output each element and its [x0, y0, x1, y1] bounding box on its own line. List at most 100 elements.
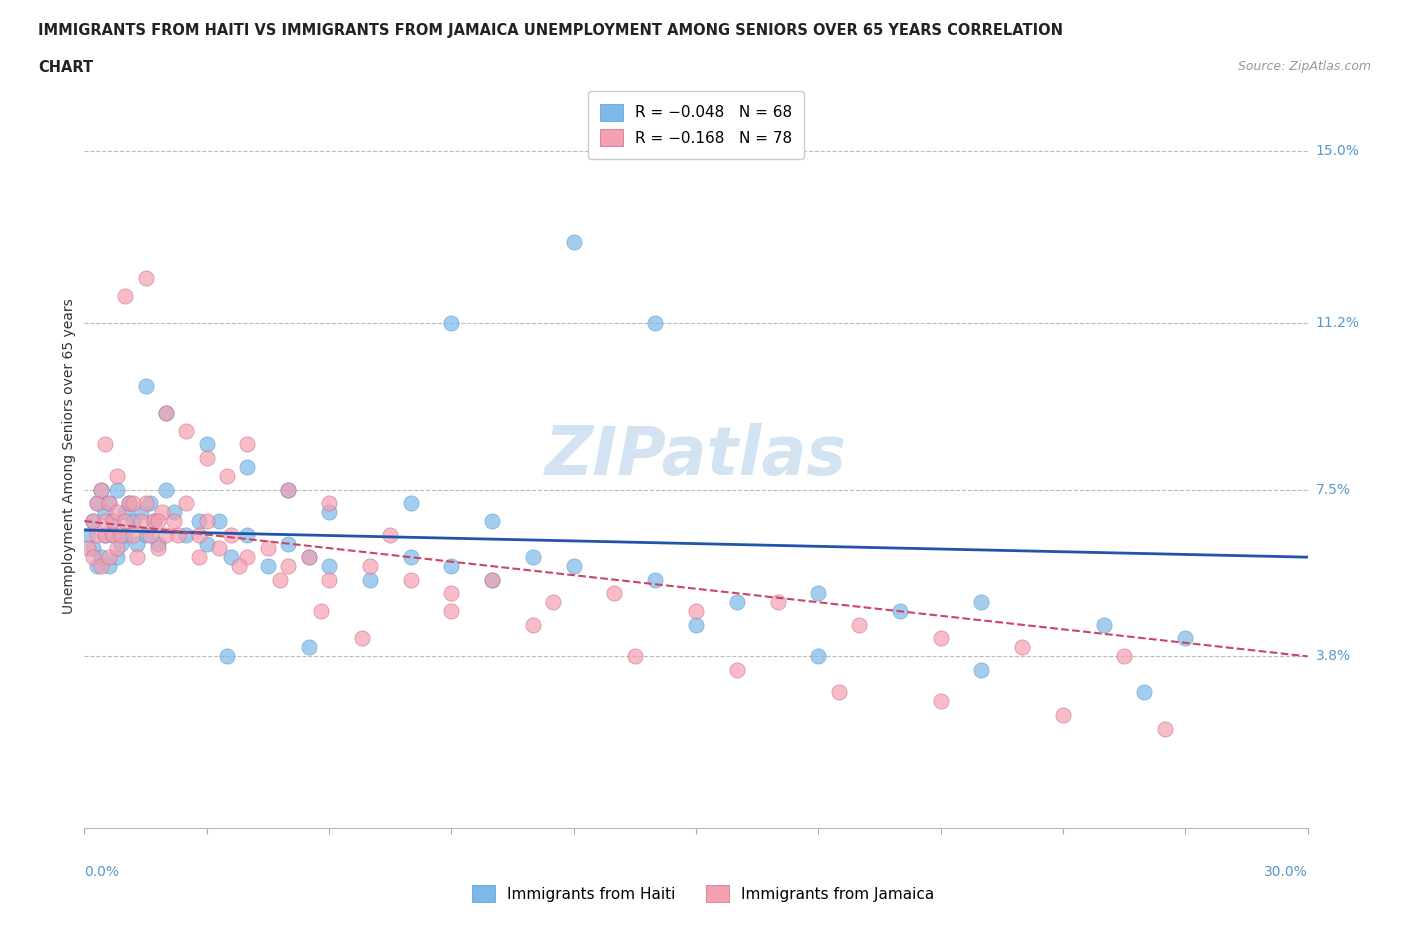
Point	[122, 513, 145, 528]
Point	[562, 234, 585, 249]
Point	[110, 527, 132, 542]
Text: 11.2%: 11.2%	[1316, 315, 1360, 329]
Point	[82, 513, 104, 528]
Point	[236, 437, 259, 452]
Point	[644, 315, 666, 330]
Point	[101, 527, 124, 542]
Point	[440, 315, 463, 330]
Point	[86, 527, 108, 542]
Point	[101, 513, 124, 528]
Point	[195, 537, 218, 551]
Point	[481, 572, 503, 587]
Point	[163, 513, 186, 528]
Point	[195, 513, 218, 528]
Point	[82, 550, 104, 565]
Point	[350, 631, 373, 645]
Point	[298, 550, 321, 565]
Point	[105, 550, 128, 565]
Point	[543, 595, 565, 610]
Point	[114, 505, 136, 520]
Point	[807, 586, 830, 601]
Point	[90, 482, 112, 497]
Point	[318, 496, 340, 511]
Point	[150, 505, 173, 520]
Point	[685, 618, 707, 632]
Y-axis label: Unemployment Among Seniors over 65 years: Unemployment Among Seniors over 65 years	[62, 298, 76, 614]
Point	[174, 423, 197, 438]
Point	[929, 631, 952, 645]
Point	[766, 595, 789, 610]
Point	[277, 559, 299, 574]
Point	[155, 527, 177, 542]
Point	[118, 496, 141, 511]
Text: ZIPatlas: ZIPatlas	[546, 423, 846, 488]
Point	[86, 496, 108, 511]
Point	[187, 527, 209, 542]
Point	[167, 527, 190, 542]
Point	[97, 559, 120, 574]
Point	[1114, 649, 1136, 664]
Point	[77, 540, 100, 555]
Point	[725, 662, 748, 677]
Point	[122, 496, 145, 511]
Point	[236, 459, 259, 474]
Point	[298, 550, 321, 565]
Point	[440, 559, 463, 574]
Point	[114, 513, 136, 528]
Point	[105, 469, 128, 484]
Point	[97, 496, 120, 511]
Point	[135, 379, 157, 393]
Point	[929, 694, 952, 709]
Point	[101, 513, 124, 528]
Point	[359, 572, 381, 587]
Point	[603, 586, 626, 601]
Point	[1092, 618, 1115, 632]
Point	[195, 450, 218, 465]
Point	[155, 405, 177, 420]
Point	[127, 550, 149, 565]
Point	[481, 572, 503, 587]
Point	[228, 559, 250, 574]
Point	[97, 496, 120, 511]
Point	[644, 572, 666, 587]
Point	[827, 685, 849, 700]
Point	[848, 618, 870, 632]
Point	[217, 469, 239, 484]
Point	[101, 527, 124, 542]
Point	[624, 649, 647, 664]
Point	[318, 505, 340, 520]
Point	[522, 550, 544, 565]
Point	[562, 559, 585, 574]
Text: 30.0%: 30.0%	[1264, 865, 1308, 879]
Point	[236, 527, 259, 542]
Point	[174, 527, 197, 542]
Point	[93, 527, 115, 542]
Point	[97, 550, 120, 565]
Text: 15.0%: 15.0%	[1316, 144, 1360, 158]
Point	[208, 513, 231, 528]
Point	[318, 572, 340, 587]
Point	[86, 496, 108, 511]
Point	[208, 540, 231, 555]
Point	[93, 505, 115, 520]
Point	[174, 496, 197, 511]
Point	[105, 540, 128, 555]
Point	[1133, 685, 1156, 700]
Text: 3.8%: 3.8%	[1316, 649, 1351, 663]
Point	[359, 559, 381, 574]
Point	[131, 513, 153, 528]
Point	[195, 437, 218, 452]
Point	[318, 559, 340, 574]
Point	[380, 527, 402, 542]
Point	[187, 550, 209, 565]
Point	[1174, 631, 1197, 645]
Point	[399, 496, 422, 511]
Point	[163, 505, 186, 520]
Point	[522, 618, 544, 632]
Point	[219, 527, 242, 542]
Point	[135, 496, 157, 511]
Point	[93, 437, 115, 452]
Point	[155, 482, 177, 497]
Text: 7.5%: 7.5%	[1316, 483, 1351, 497]
Point	[399, 572, 422, 587]
